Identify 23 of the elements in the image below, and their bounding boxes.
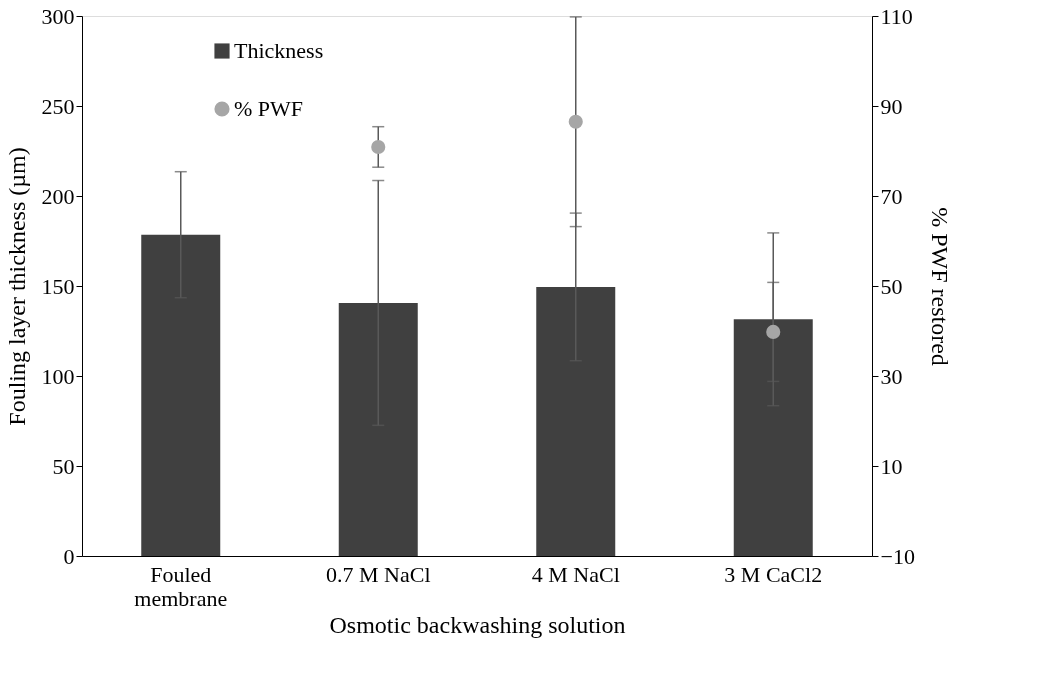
y2-tick-label: 90 bbox=[880, 93, 903, 119]
y-tick-label: 50 bbox=[52, 453, 75, 479]
y-tick-label: 300 bbox=[41, 3, 75, 29]
legend-label: % PWF bbox=[234, 96, 304, 121]
y-tick-label: 200 bbox=[41, 183, 75, 209]
x-tick-label: 0.7 M NaCl bbox=[326, 561, 431, 587]
y-tick-label: 100 bbox=[41, 363, 75, 389]
y2-tick-label: −10 bbox=[880, 543, 915, 569]
y-tick-label: 250 bbox=[41, 93, 75, 119]
legend-label: Thickness bbox=[234, 38, 324, 63]
y-tick-label: 0 bbox=[63, 543, 75, 569]
y2-axis-title: % PWF restored bbox=[926, 207, 953, 366]
y2-tick-label: 10 bbox=[880, 453, 903, 479]
x-tick-label: 3 M CaCl2 bbox=[724, 561, 823, 587]
x-tick-label: 4 M NaCl bbox=[531, 561, 620, 587]
y2-tick-label: 110 bbox=[880, 3, 913, 29]
x-axis-title: Osmotic backwashing solution bbox=[329, 611, 626, 638]
y2-tick-label: 50 bbox=[880, 273, 903, 299]
x-tick-label: Fouled membrane bbox=[134, 561, 228, 611]
y2-tick-label: 30 bbox=[880, 363, 903, 389]
y-tick-label: 150 bbox=[41, 273, 75, 299]
y-axis-title: Fouling layer thickness (µm) bbox=[3, 147, 30, 426]
y2-tick-label: 70 bbox=[880, 183, 903, 209]
